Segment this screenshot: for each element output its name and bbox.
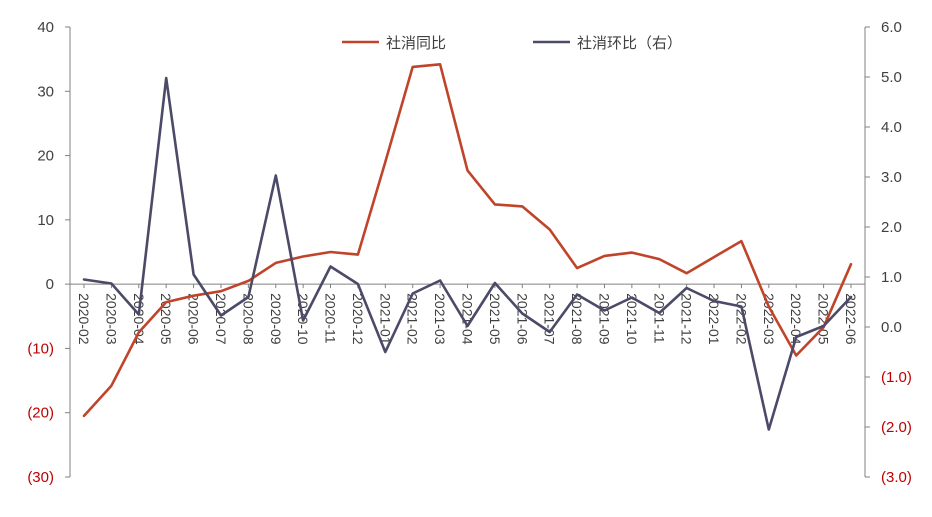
legend-label: 社消同比 [386,34,446,52]
x-tick-label: 2021-12 [679,293,695,345]
x-tick-label: 2022-01 [706,293,722,345]
x-tick-label: 2021-08 [569,293,585,345]
x-tick-label: 2021-11 [651,293,667,344]
right-tick-label: (3.0) [881,469,912,486]
right-tick-label: 5.0 [881,69,902,86]
x-tick-label: 2020-09 [268,293,284,345]
x-tick-label: 2020-04 [131,293,147,345]
x-tick-label: 2021-02 [405,293,421,345]
x-tick-label: 2021-03 [432,293,448,345]
x-tick-label: 2022-03 [761,293,777,345]
x-tick-label: 2020-12 [350,293,366,345]
left-tick-label: (10) [27,340,54,357]
x-tick-label: 2020-02 [76,293,92,345]
x-tick-label: 2021-10 [624,293,640,345]
x-tick-label: 2021-05 [487,293,503,345]
x-tick-label: 2022-04 [788,293,804,345]
x-tick-label: 2020-07 [213,293,229,345]
x-tick-label: 2021-04 [460,293,476,345]
left-tick-label: 20 [37,148,54,165]
series-lines [82,63,853,431]
x-tick-label: 2020-06 [186,293,202,345]
right-tick-label: 6.0 [881,19,902,36]
legend-item: 社消同比 [342,34,446,52]
x-tick-label: 2021-01 [377,293,393,345]
left-tick-label: (20) [27,405,54,422]
right-tick-label: 4.0 [881,119,902,136]
legend-item: 社消环比（右） [533,34,682,52]
x-tick-label: 2020-08 [240,293,256,345]
right-tick-label: (2.0) [881,419,912,436]
series-line-yoy [82,63,853,418]
right-y-axis: 6.0 5.0 4.0 3.0 2.0 1.0 0.0 (1.0) (2.0) (3.0) [865,19,912,486]
x-tick-label: 2021-07 [542,293,558,345]
left-tick-label: 0 [46,276,54,293]
right-tick-label: 1.0 [881,269,902,286]
left-y-axis: 40 30 20 10 0 (10) (20) (30) [27,19,70,486]
left-tick-label: 10 [37,212,54,229]
x-tick-label: 2021-09 [596,293,612,345]
left-tick-label: 30 [37,83,54,100]
left-tick-label: 40 [37,19,54,36]
series-line-mom [82,76,853,431]
right-tick-label: 0.0 [881,319,902,336]
right-tick-label: (1.0) [881,369,912,386]
right-tick-label: 3.0 [881,169,902,186]
x-tick-label: 2020-11 [323,293,339,344]
x-tick-label: 2021-06 [514,293,530,345]
x-tick-label: 2020-03 [103,293,119,345]
left-tick-label: (30) [27,469,54,486]
x-axis: 2020-02 2020-03 2020-04 2020-05 2020-06 2020-… [76,284,859,345]
legend-label: 社消环比（右） [577,34,682,52]
right-tick-label: 2.0 [881,219,902,236]
x-tick-label: 2022-06 [843,293,859,345]
legend: 社消同比 社消环比（右） [342,34,682,52]
